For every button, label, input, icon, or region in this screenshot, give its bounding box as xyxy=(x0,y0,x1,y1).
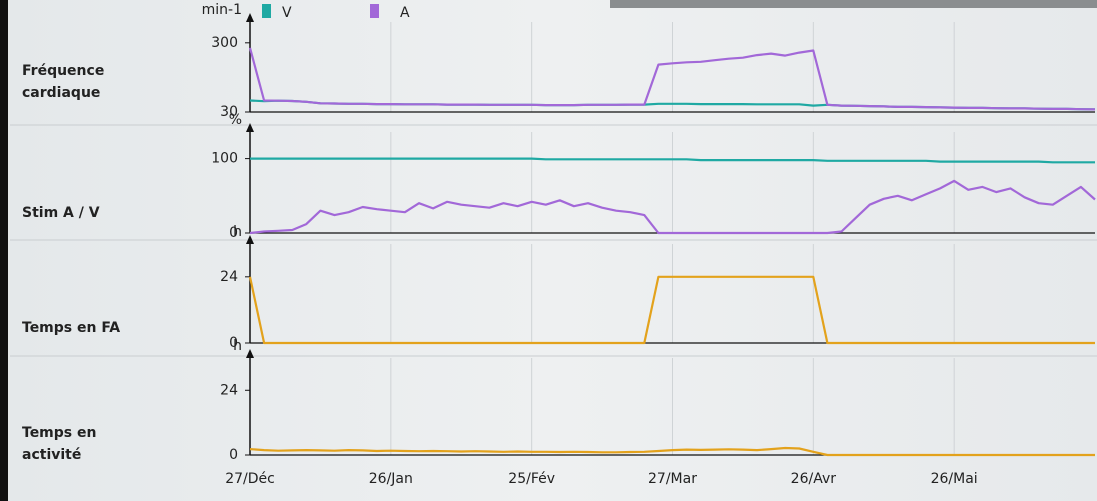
axis-arrow xyxy=(246,235,254,244)
unit-label: h xyxy=(233,338,242,354)
y-tick-label: 0 xyxy=(229,447,238,463)
chart-title: Temps en activité xyxy=(22,425,97,463)
x-tick-label: 27/Mar xyxy=(648,471,697,487)
data-line xyxy=(249,446,1095,457)
y-tick-label: 30 xyxy=(220,104,238,120)
data-line xyxy=(248,47,1096,111)
legend-label: A xyxy=(400,5,410,21)
chart-title: Stim A / V xyxy=(22,205,100,221)
unit-label: % xyxy=(229,112,242,128)
chart-title: Fréquence cardiaque xyxy=(22,63,105,101)
chart-title: Temps en FA xyxy=(22,320,121,336)
unit-label: h xyxy=(233,224,242,240)
y-tick-label: 0 xyxy=(229,225,238,241)
data-line xyxy=(249,179,1096,235)
y-tick-label: 24 xyxy=(220,269,238,285)
legend-swatch xyxy=(262,4,271,18)
y-tick-label: 300 xyxy=(211,35,238,51)
x-tick-label: 26/Avr xyxy=(791,471,837,487)
x-tick-label: 25/Fév xyxy=(508,471,555,487)
data-line xyxy=(248,275,1095,345)
x-tick-label: 26/Jan xyxy=(369,471,413,487)
data-line xyxy=(250,157,1095,164)
y-tick-label: 0 xyxy=(229,335,238,351)
unit-label: min-1 xyxy=(202,2,242,18)
legend-swatch xyxy=(370,4,379,18)
legend-label: V xyxy=(282,5,292,21)
axis-arrow xyxy=(246,349,254,358)
y-tick-label: 24 xyxy=(220,382,238,398)
x-tick-label: 27/Déc xyxy=(225,471,275,487)
axis-arrow xyxy=(246,13,254,22)
y-tick-label: 100 xyxy=(211,151,238,167)
x-tick-label: 26/Mai xyxy=(931,471,978,487)
screen-edge xyxy=(610,0,1097,8)
axis-arrow xyxy=(246,123,254,132)
screen-edge xyxy=(0,0,8,501)
